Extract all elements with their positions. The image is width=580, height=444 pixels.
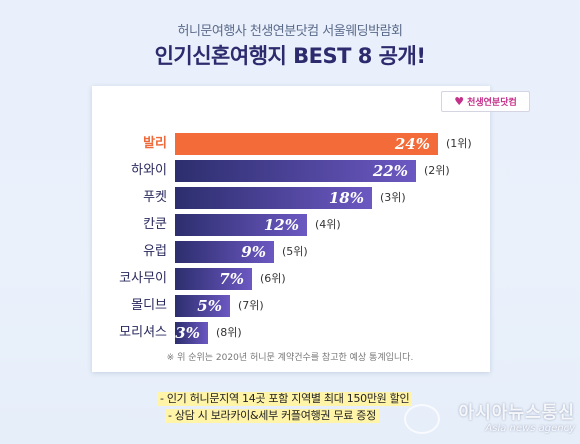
bar-value-label: 3% [175,324,200,342]
page-title: 인기신혼여행지 BEST 8 공개! [154,44,426,68]
rank-label: (3위) [380,191,406,204]
category-label: 유럽 [143,244,167,259]
rank-label: (5위) [282,245,308,258]
brand-logo: ♥ 천생연분닷컴 [441,91,530,112]
rank-label: (2위) [424,164,450,177]
footnote: ※ 위 순위는 2020년 허니문 계약건수를 참고한 예상 통계입니다. [166,353,414,363]
promo-line-2: - 상담 시 보라카이&세부 커플여행권 무료 증정 [165,409,379,423]
watermark-seal [404,404,440,434]
bar: 18% [175,187,372,209]
category-label: 몰디브 [131,298,167,313]
bar: 22% [175,160,416,182]
bar: 5% [175,295,230,317]
rank-label: (8위) [216,326,242,339]
logo-text: 천생연분닷컴 [467,98,517,108]
bar-value-label: 12% [263,216,299,234]
rank-label: (6위) [260,272,286,285]
bar: 7% [175,268,252,290]
bar: 3% [175,322,208,344]
promo-line-1: - 인기 허니문지역 14곳 포함 지역별 최대 150만원 할인 [157,392,413,406]
rank-label: (4위) [315,218,341,231]
bar-value-label: 22% [372,162,408,180]
bar: 24% [175,133,438,155]
category-label: 모리셔스 [119,325,167,340]
bar-value-label: 5% [197,297,222,315]
category-label: 코사무이 [119,271,167,286]
header-subtitle: 허니문여행사 천생연분닷컴 서울웨딩박람회 [177,24,403,39]
category-label: 하와이 [131,163,167,178]
category-label: 발리 [143,136,167,151]
bar-value-label: 18% [328,189,364,207]
rank-label: (7위) [238,299,264,312]
bar-value-label: 24% [394,135,430,153]
category-label: 푸켓 [143,190,167,205]
category-label: 칸쿤 [143,217,167,232]
watermark: 아시아뉴스통신 Asia news agency [405,398,575,434]
bar: 12% [175,214,307,236]
rank-label: (1위) [446,137,472,150]
watermark-sub: Asia news agency [485,423,575,434]
bar-value-label: 7% [219,270,244,288]
bar: 9% [175,241,274,263]
heart-icon: ♥ [454,95,465,108]
watermark-main: 아시아뉴스통신 [458,403,575,423]
bar-value-label: 9% [241,243,266,261]
